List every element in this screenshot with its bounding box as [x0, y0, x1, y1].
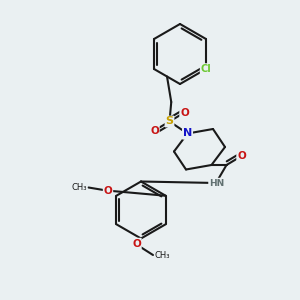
- Text: S: S: [166, 116, 173, 127]
- Text: O: O: [150, 125, 159, 136]
- Text: O: O: [103, 185, 112, 196]
- Text: Cl: Cl: [201, 64, 212, 74]
- Text: O: O: [132, 238, 141, 249]
- Text: CH₃: CH₃: [71, 183, 87, 192]
- Text: N: N: [183, 128, 192, 139]
- Text: HN: HN: [209, 178, 224, 188]
- Text: CH₃: CH₃: [154, 250, 170, 260]
- Text: O: O: [180, 107, 189, 118]
- Text: O: O: [237, 151, 246, 161]
- Text: N: N: [183, 128, 192, 139]
